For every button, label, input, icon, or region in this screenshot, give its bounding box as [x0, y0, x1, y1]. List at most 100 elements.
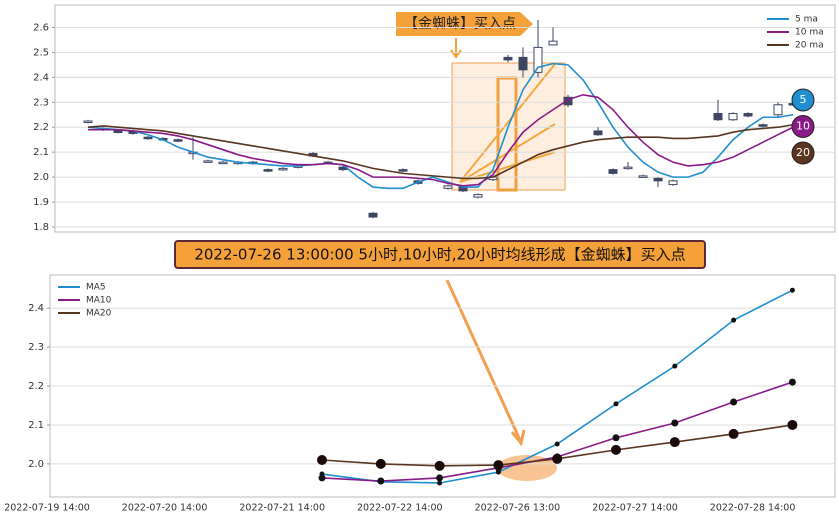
x-tick-label: 2022-07-26 13:00 [475, 503, 561, 514]
candle-body [653, 177, 663, 182]
point [789, 287, 795, 293]
candle-body [218, 161, 228, 165]
point [317, 455, 327, 465]
candle-body [608, 169, 618, 174]
y-tick-label: 2.4 [33, 72, 49, 83]
x-tick-label: 2022-07-19 14:00 [4, 503, 90, 514]
badge-label: 20 [796, 146, 810, 159]
chart-title: 2022-07-26 13:00:00 5小时,10小时,20小时均线形成【金蜘… [194, 246, 685, 264]
x-tick-label: 2022-07-21 14:00 [239, 503, 325, 514]
point [672, 363, 678, 369]
candle-body [173, 139, 183, 142]
point [552, 453, 563, 464]
title-box [174, 240, 706, 269]
legend-label: 20 ma [795, 41, 824, 51]
y-tick-label: 2.5 [33, 47, 49, 58]
point [436, 474, 444, 482]
top-frame [54, 4, 836, 233]
y-tick-label: 2.0 [28, 459, 44, 470]
point [730, 398, 738, 406]
point [788, 378, 796, 386]
x-tick-label: 2022-07-22 14:00 [357, 503, 443, 514]
candle-body [278, 167, 288, 171]
point [437, 480, 443, 486]
point [377, 477, 385, 485]
point [612, 434, 620, 442]
x-tick-label: 2022-07-20 14:00 [122, 503, 208, 514]
point [731, 317, 737, 323]
point [671, 419, 679, 427]
candle-body [143, 136, 153, 140]
point [669, 437, 680, 448]
point [611, 444, 621, 455]
point [375, 458, 386, 469]
annotation-arrow [450, 38, 462, 59]
candle-body [203, 160, 213, 163]
legend-label: MA20 [86, 309, 112, 319]
candle-body [713, 113, 723, 121]
y-tick-label: 1.8 [33, 222, 49, 233]
y-tick-label: 2.2 [28, 381, 44, 392]
y-tick-label: 2.3 [33, 97, 49, 108]
candle-body [473, 194, 483, 198]
candle-body [368, 212, 378, 218]
candle-body [593, 130, 603, 136]
badge-label: 10 [796, 120, 810, 133]
x-tick-label: 2022-07-28 14:00 [710, 503, 796, 514]
annotation: 【金蜘蛛】买入点 [404, 16, 516, 32]
candle-body [518, 56, 528, 71]
ma-line [321, 381, 793, 482]
x-tick-label: 2022-07-27 14:00 [592, 503, 678, 514]
legend-label: 10 ma [795, 28, 824, 38]
point [493, 460, 504, 471]
candle-body [533, 46, 543, 73]
badge [791, 141, 815, 165]
candle-body [443, 185, 453, 189]
y-tick-label: 2.4 [28, 303, 44, 314]
candle-body [563, 96, 573, 106]
candle-body [773, 104, 783, 116]
bottom-deco: 2022-07-26 13:00:00 5小时,10小时,20小时均线形成【金蜘… [174, 240, 706, 481]
arrow-line [459, 63, 556, 183]
y-tick-label: 2.3 [28, 342, 44, 353]
legend-label: 5 ma [795, 15, 818, 25]
candle-body [743, 113, 753, 117]
candle-body [83, 120, 93, 123]
point [728, 428, 739, 439]
candle-body [548, 40, 558, 46]
ma-line [87, 62, 794, 190]
point [613, 401, 619, 407]
ma-line [87, 123, 794, 180]
candle-body [668, 180, 678, 186]
candle-body [623, 166, 633, 170]
point [434, 460, 445, 471]
candle-body [638, 175, 648, 178]
ma-line [88, 93, 794, 187]
pointer-arrow [445, 279, 526, 447]
candle-body [263, 169, 273, 172]
y-tick-label: 1.9 [33, 197, 49, 208]
legend-label: MA10 [86, 296, 112, 306]
candle-body [113, 130, 123, 133]
point [787, 419, 798, 430]
badge-label: 5 [800, 93, 807, 106]
y-tick-label: 2.2 [33, 122, 49, 133]
badge [791, 115, 815, 138]
badge [791, 88, 815, 112]
y-tick-label: 2.1 [33, 147, 49, 158]
highlight-ellipse [497, 455, 557, 481]
candle-body [758, 124, 768, 127]
candle-body [398, 169, 408, 172]
y-tick-label: 2.6 [33, 22, 49, 33]
point [318, 474, 326, 482]
legend-label: MA5 [86, 283, 106, 293]
point [554, 441, 560, 447]
annotation-box [396, 12, 533, 36]
candle-body [503, 56, 513, 61]
y-tick-label: 2.1 [28, 420, 44, 431]
candle-body [728, 113, 738, 121]
y-tick-label: 2.0 [33, 172, 49, 183]
highlight: 【金蜘蛛】买入点 [396, 12, 566, 192]
